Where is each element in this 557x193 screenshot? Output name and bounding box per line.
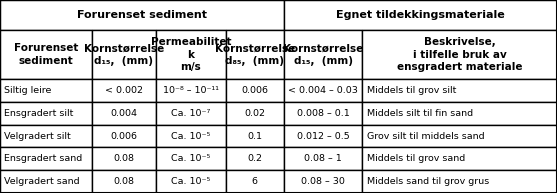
Bar bbox=[0, 170, 92, 193]
Text: 0.004: 0.004 bbox=[110, 109, 138, 118]
Bar bbox=[92, 147, 156, 170]
Text: Permeabilitet
k
m/s: Permeabilitet k m/s bbox=[150, 37, 231, 72]
Text: Ca. 10⁻⁷: Ca. 10⁻⁷ bbox=[171, 109, 211, 118]
Bar bbox=[0, 147, 92, 170]
Bar bbox=[284, 125, 362, 147]
Text: Velgradert sand: Velgradert sand bbox=[4, 177, 80, 186]
Text: Beskrivelse,
i tilfelle bruk av
ensgradert materiale: Beskrivelse, i tilfelle bruk av ensgrade… bbox=[397, 37, 522, 72]
Text: Siltig leire: Siltig leire bbox=[4, 86, 52, 95]
Bar bbox=[156, 79, 226, 102]
Bar bbox=[156, 170, 226, 193]
Bar bbox=[284, 170, 362, 193]
Text: Grov silt til middels sand: Grov silt til middels sand bbox=[367, 132, 484, 141]
Bar bbox=[92, 170, 156, 193]
Text: 0.08 – 30: 0.08 – 30 bbox=[301, 177, 345, 186]
Text: Middels til grov silt: Middels til grov silt bbox=[367, 86, 456, 95]
Bar bbox=[156, 102, 226, 125]
Text: 0.008 – 0.1: 0.008 – 0.1 bbox=[297, 109, 349, 118]
Bar bbox=[226, 102, 284, 125]
Text: < 0.004 – 0.03: < 0.004 – 0.03 bbox=[288, 86, 358, 95]
Text: 0.006: 0.006 bbox=[110, 132, 138, 141]
Bar bbox=[156, 125, 226, 147]
Bar bbox=[0, 125, 92, 147]
Text: Ensgradert silt: Ensgradert silt bbox=[4, 109, 74, 118]
Bar bbox=[92, 79, 156, 102]
Bar bbox=[284, 30, 362, 79]
Text: < 0.002: < 0.002 bbox=[105, 86, 143, 95]
Text: Ensgradert sand: Ensgradert sand bbox=[4, 154, 82, 163]
Bar bbox=[226, 147, 284, 170]
Text: Velgradert silt: Velgradert silt bbox=[4, 132, 71, 141]
Bar bbox=[0, 30, 92, 79]
Bar bbox=[92, 125, 156, 147]
Text: Middels silt til fin sand: Middels silt til fin sand bbox=[367, 109, 473, 118]
Bar bbox=[362, 170, 557, 193]
Bar bbox=[92, 102, 156, 125]
Text: 10⁻⁸ – 10⁻¹¹: 10⁻⁸ – 10⁻¹¹ bbox=[163, 86, 219, 95]
Text: Middels til grov sand: Middels til grov sand bbox=[367, 154, 465, 163]
Bar bbox=[92, 30, 156, 79]
Bar bbox=[156, 30, 226, 79]
Text: 0.012 – 0.5: 0.012 – 0.5 bbox=[297, 132, 349, 141]
Text: Ca. 10⁻⁵: Ca. 10⁻⁵ bbox=[171, 154, 211, 163]
Bar bbox=[362, 125, 557, 147]
Bar bbox=[284, 147, 362, 170]
Text: 0.2: 0.2 bbox=[247, 154, 262, 163]
Text: 0.08 – 1: 0.08 – 1 bbox=[304, 154, 342, 163]
Bar bbox=[362, 30, 557, 79]
Text: Middels sand til grov grus: Middels sand til grov grus bbox=[367, 177, 488, 186]
Bar bbox=[156, 147, 226, 170]
Text: 0.006: 0.006 bbox=[241, 86, 268, 95]
Text: 0.1: 0.1 bbox=[247, 132, 262, 141]
Bar bbox=[226, 170, 284, 193]
Text: Kornstørrelse
d₁₅,  (mm): Kornstørrelse d₁₅, (mm) bbox=[84, 43, 164, 66]
Bar bbox=[284, 79, 362, 102]
Bar bbox=[362, 147, 557, 170]
Bar bbox=[226, 30, 284, 79]
Bar bbox=[0, 79, 92, 102]
Text: Ca. 10⁻⁵: Ca. 10⁻⁵ bbox=[171, 132, 211, 141]
Text: Kornstørrelse
d₈₅,  (mm): Kornstørrelse d₈₅, (mm) bbox=[214, 43, 295, 66]
Text: 0.08: 0.08 bbox=[114, 154, 134, 163]
Text: Egnet tildekkingsmateriale: Egnet tildekkingsmateriale bbox=[336, 10, 505, 20]
Bar bbox=[362, 102, 557, 125]
Bar bbox=[0, 0, 284, 30]
Bar bbox=[284, 0, 557, 30]
Bar bbox=[226, 79, 284, 102]
Text: 0.02: 0.02 bbox=[245, 109, 265, 118]
Text: Ca. 10⁻⁵: Ca. 10⁻⁵ bbox=[171, 177, 211, 186]
Bar bbox=[226, 125, 284, 147]
Bar bbox=[362, 79, 557, 102]
Bar bbox=[284, 102, 362, 125]
Bar bbox=[0, 102, 92, 125]
Text: Kornstørrelse
d₁₅,  (mm): Kornstørrelse d₁₅, (mm) bbox=[283, 43, 363, 66]
Text: 6: 6 bbox=[252, 177, 258, 186]
Text: Forurenset
sediment: Forurenset sediment bbox=[14, 43, 78, 66]
Text: Forurenset sediment: Forurenset sediment bbox=[77, 10, 207, 20]
Text: 0.08: 0.08 bbox=[114, 177, 134, 186]
